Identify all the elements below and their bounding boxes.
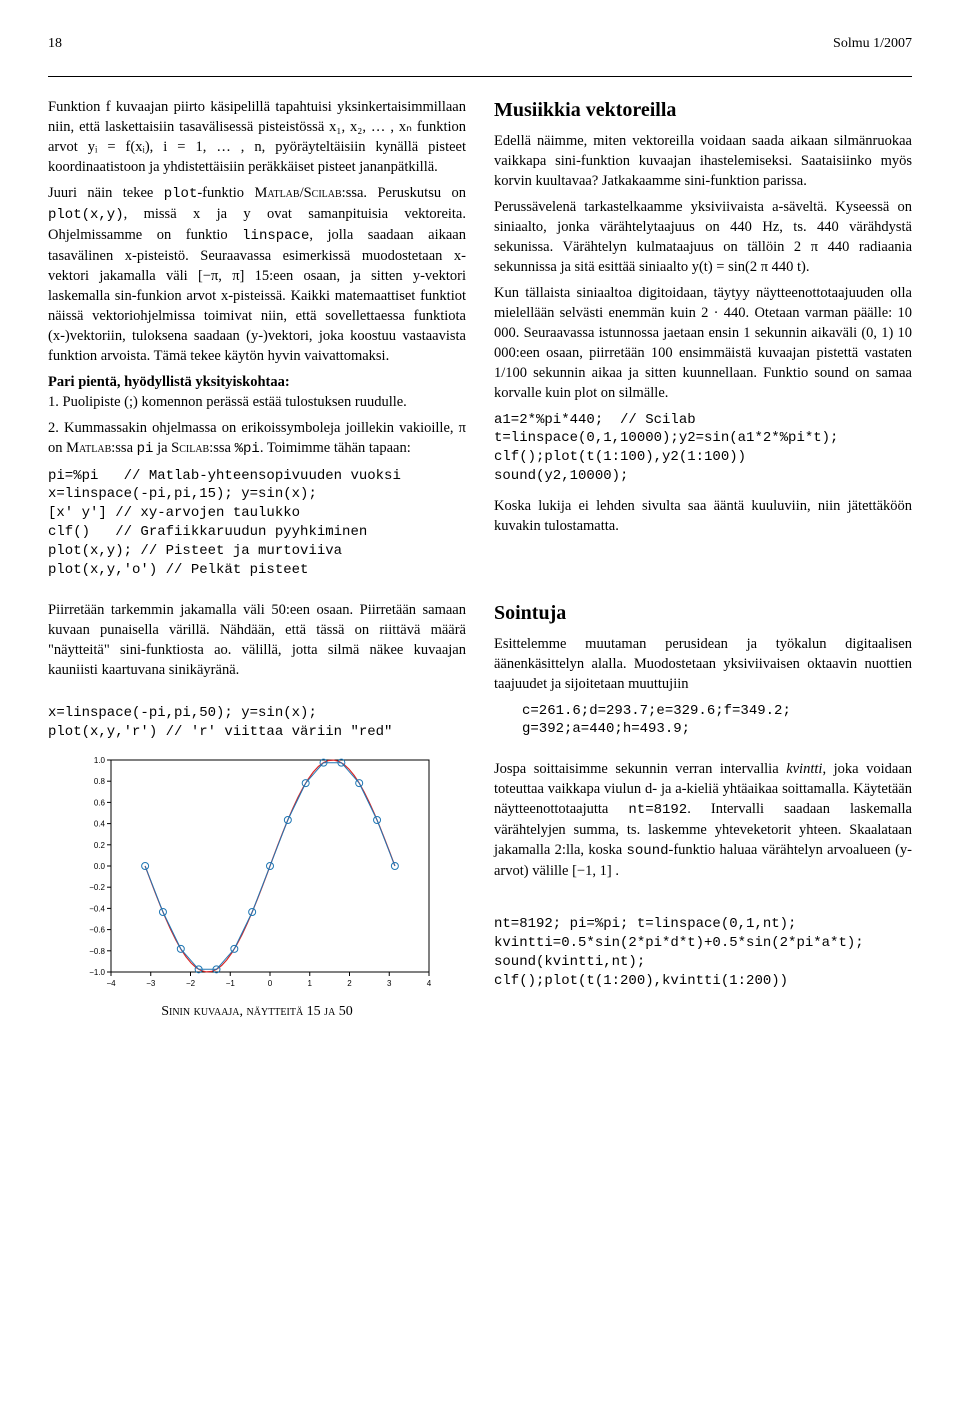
right-column-lower: Sointuja Esittelemme muutaman perusidean… — [494, 600, 912, 1021]
svg-text:−2: −2 — [186, 979, 196, 988]
svg-text:3: 3 — [387, 979, 392, 988]
page-header: 18 Solmu 1/2007 — [48, 36, 912, 52]
left-p2: Juuri näin tekee plot-funktio Matlab/Sci… — [48, 183, 466, 366]
svg-text:0.2: 0.2 — [94, 840, 106, 849]
svg-text:−4: −4 — [106, 979, 116, 988]
svg-text:−1: −1 — [226, 979, 236, 988]
left-p1: Funktion f kuvaajan piirto käsipelillä t… — [48, 97, 466, 177]
svg-text:2: 2 — [347, 979, 352, 988]
right-p4: Koska lukija ei lehden sivulta saa ääntä… — [494, 496, 912, 536]
svg-text:0.4: 0.4 — [94, 819, 106, 828]
journal-id: Solmu 1/2007 — [833, 36, 912, 52]
right-code-block-2: c=261.6;d=293.7;e=329.6;f=349.2; g=392;a… — [522, 702, 912, 740]
left-code-block-1: pi=%pi // Matlab-yhteensopivuuden vuoksi… — [48, 467, 466, 580]
right-column-upper: Musiikkia vektoreilla Edellä näimme, mit… — [494, 97, 912, 590]
right-p3: Kun tällaista siniaaltoa digitoidaan, tä… — [494, 283, 912, 403]
svg-text:−0.6: −0.6 — [89, 925, 105, 934]
left-li2: 2. Kummassakin ohjelmassa on erikoissymb… — [48, 418, 466, 459]
sine-chart: −4 −3 −2 −1 0 1 2 3 4 −1.0 −0.8 −0.6 −0.4 −0.2 0.0 0.2 0… — [48, 752, 466, 1021]
left-column-upper: Funktion f kuvaajan piirto käsipelillä t… — [48, 97, 466, 590]
right-p6: Jospa soittaisimme sekunnin verran inter… — [494, 759, 912, 881]
left-code-block-2: x=linspace(-pi,pi,50); y=sin(x); plot(x,… — [48, 704, 466, 742]
left-column-lower: Piirretään tarkemmin jakamalla väli 50:e… — [48, 600, 466, 1021]
svg-text:−0.4: −0.4 — [89, 904, 105, 913]
header-rule — [48, 76, 912, 77]
left-li1: 1. Puolipiste (;) komennon perässä estää… — [48, 392, 466, 412]
svg-text:0.6: 0.6 — [94, 798, 106, 807]
code-inline: linspace — [242, 228, 309, 244]
page-number: 18 — [48, 36, 62, 52]
smallcaps: Matlab/Scilab — [254, 185, 341, 201]
section-title-sointuja: Sointuja — [494, 600, 912, 628]
code-inline: plot(x,y) — [48, 207, 124, 223]
chart-caption: Sinin kuvaaja, näytteitä 15 ja 50 — [48, 1002, 466, 1021]
right-p2: Perussävelenä tarkastelkaamme yksiviivai… — [494, 197, 912, 277]
svg-text:−0.8: −0.8 — [89, 946, 105, 955]
right-p5: Esittelemme muutaman perusidean ja työka… — [494, 634, 912, 694]
right-code-block-3: nt=8192; pi=%pi; t=linspace(0,1,nt); kvi… — [494, 915, 912, 991]
svg-text:0.0: 0.0 — [94, 862, 106, 871]
svg-text:−3: −3 — [146, 979, 156, 988]
svg-text:1.0: 1.0 — [94, 756, 106, 765]
svg-text:1: 1 — [308, 979, 313, 988]
sine-chart-svg: −4 −3 −2 −1 0 1 2 3 4 −1.0 −0.8 −0.6 −0.4 −0.2 0.0 0.2 0… — [77, 752, 437, 992]
left-bold-heading: Pari pientä, hyödyllistä yksityiskohtaa: — [48, 372, 466, 392]
right-p1: Edellä näimme, miten vektoreilla voidaan… — [494, 131, 912, 191]
svg-text:−0.2: −0.2 — [89, 883, 105, 892]
left-p3: Piirretään tarkemmin jakamalla väli 50:e… — [48, 600, 466, 680]
svg-text:−1.0: −1.0 — [89, 968, 105, 977]
code-inline: plot — [164, 186, 198, 202]
section-title-musiikkia: Musiikkia vektoreilla — [494, 97, 912, 125]
svg-text:0: 0 — [268, 979, 273, 988]
right-code-block-1: a1=2*%pi*440; // Scilab t=linspace(0,1,1… — [494, 411, 912, 487]
svg-text:4: 4 — [427, 979, 432, 988]
svg-text:0.8: 0.8 — [94, 777, 106, 786]
